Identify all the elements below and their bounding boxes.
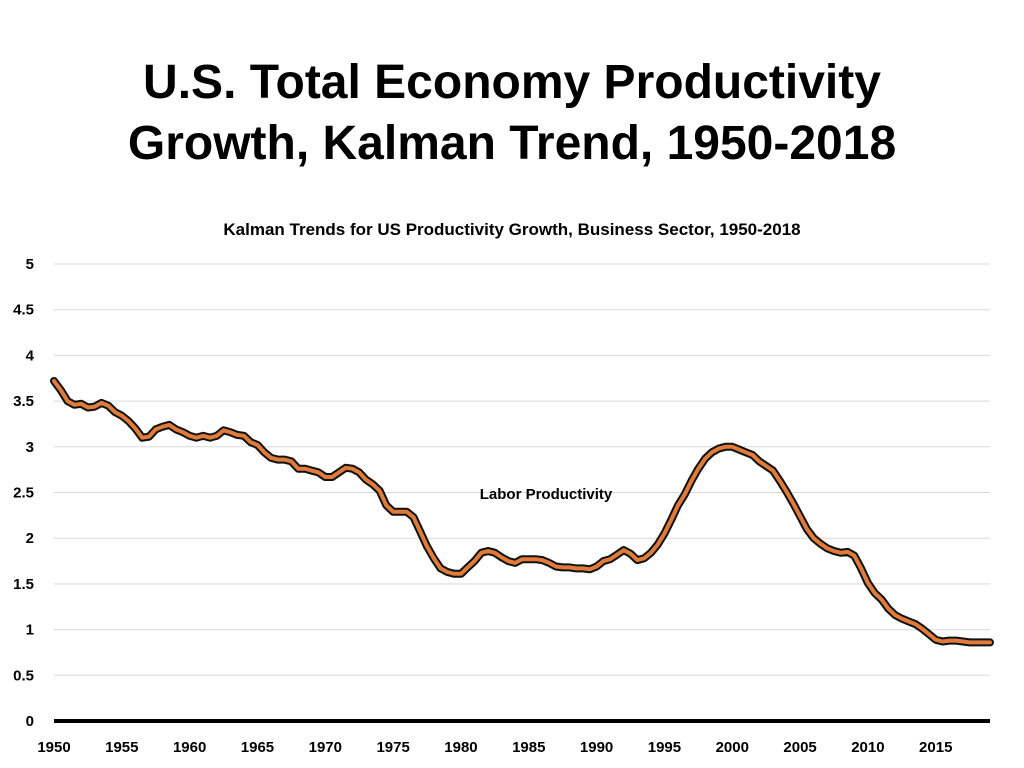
slide-title: U.S. Total Economy Productivity Growth, … — [0, 52, 1024, 174]
series-lines — [50, 377, 994, 647]
x-tick-label: 1955 — [105, 739, 138, 756]
x-tick-label: 1950 — [37, 739, 70, 756]
y-tick-label: 3.5 — [13, 393, 34, 410]
x-tick-label: 1995 — [648, 739, 681, 756]
tick-labels: 0 0.5 1 1.5 2 2.5 3 3.5 4 4.5 5 1950 1955 1960 1965 197… — [13, 256, 952, 756]
x-tick-label: 2010 — [851, 739, 884, 756]
x-tick-label: 1990 — [580, 739, 613, 756]
x-tick-label: 2015 — [919, 739, 952, 756]
y-tick-label: 2 — [26, 530, 34, 547]
x-tick-label: 1980 — [444, 739, 477, 756]
x-tick-label: 1960 — [173, 739, 206, 756]
y-tick-label: 1.5 — [13, 576, 34, 593]
gridlines — [54, 263, 990, 676]
x-tick-label: 1965 — [241, 739, 274, 756]
line-chart: Kalman Trends for US Productivity Growth… — [13, 220, 994, 756]
y-tick-label: 2.5 — [13, 485, 34, 502]
slide-title-line-1: U.S. Total Economy Productivity — [143, 56, 881, 109]
y-tick-label: 0 — [26, 713, 34, 730]
series-line — [52, 379, 992, 645]
x-tick-label: 2000 — [716, 739, 749, 756]
series-annotation: Labor Productivity — [480, 486, 613, 503]
x-tick-label: 1975 — [376, 739, 409, 756]
slide-title-line-2: Growth, Kalman Trend, 1950-2018 — [127, 117, 897, 170]
x-tick-label: 2005 — [783, 739, 816, 756]
y-tick-label: 5 — [26, 256, 34, 273]
y-tick-label: 4 — [26, 347, 35, 364]
chart-area: Kalman Trends for US Productivity Growth… — [0, 210, 1024, 768]
y-tick-label: 3 — [26, 439, 34, 456]
chart-title: Kalman Trends for US Productivity Growth… — [223, 220, 800, 239]
y-tick-label: 0.5 — [13, 667, 34, 684]
series-line-outline — [50, 377, 994, 647]
y-tick-label: 1 — [26, 622, 34, 639]
x-tick-label: 1970 — [309, 739, 342, 756]
x-tick-label: 1985 — [512, 739, 545, 756]
y-tick-label: 4.5 — [13, 302, 34, 319]
